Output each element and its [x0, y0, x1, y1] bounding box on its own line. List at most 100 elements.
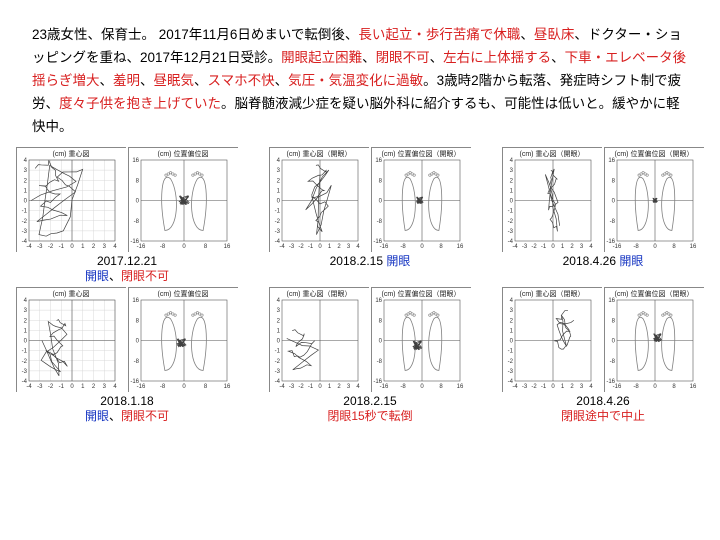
plot-title: (cm) 位置偏位図（閉眼） — [605, 289, 703, 299]
svg-text:-3: -3 — [275, 369, 281, 375]
svg-text:-3: -3 — [289, 244, 295, 250]
caption-run: 2018.2.15 — [330, 254, 387, 268]
chart-caption: 2017.12.21開眼、閉眼不可 — [85, 254, 169, 285]
chart-caption: 2018.2.15閉眼15秒で転倒 — [327, 394, 412, 425]
chart-pair: (cm) 重心図-4-4-3-3-2-2-1-10011223344(cm) 位… — [16, 147, 238, 252]
svg-text:-4: -4 — [279, 384, 285, 390]
chart-group: (cm) 重心図-4-4-3-3-2-2-1-10011223344(cm) 位… — [16, 287, 238, 425]
text-run: スマホ不快 — [208, 73, 275, 88]
caption-run: 2018.4.26 — [576, 394, 629, 408]
svg-text:-16: -16 — [380, 244, 389, 250]
feet-plot: (cm) 位置偏位図（開眼）-16-16-8-800881616 — [604, 147, 704, 252]
svg-text:-3: -3 — [37, 384, 43, 390]
caption-run: 、 — [109, 269, 121, 283]
plot-title: (cm) 重心図（開眼） — [270, 149, 368, 159]
svg-text:-4: -4 — [26, 384, 32, 390]
svg-text:16: 16 — [224, 244, 231, 250]
svg-text:-3: -3 — [275, 229, 281, 235]
svg-text:-3: -3 — [522, 244, 528, 250]
caption-run: 2017.12.21 — [97, 254, 157, 268]
cog-plot: (cm) 重心図-4-4-3-3-2-2-1-10011223344 — [16, 287, 126, 392]
text-run: 左右に上体揺する — [443, 50, 551, 65]
feet-plot: (cm) 位置偏位図（閉眼）-16-16-8-800881616 — [604, 287, 704, 392]
svg-text:-2: -2 — [508, 359, 514, 365]
svg-text:-1: -1 — [275, 349, 281, 355]
svg-text:-1: -1 — [308, 384, 314, 390]
chart-caption: 2018.4.26閉眼途中で中止 — [561, 394, 645, 425]
text-run: 、 — [362, 50, 376, 65]
caption-run: 開眼 — [85, 269, 109, 283]
svg-text:16: 16 — [224, 384, 231, 390]
svg-text:-8: -8 — [633, 244, 639, 250]
svg-text:-8: -8 — [610, 218, 616, 224]
caption-run: 閉眼15秒で転倒 — [327, 409, 412, 423]
text-run: 、 — [194, 73, 208, 88]
caption-run: 閉眼不可 — [121, 269, 169, 283]
chart-pair: (cm) 重心図（閉眼）-4-4-3-3-2-2-1-10011223344(c… — [269, 287, 471, 392]
chart-group: (cm) 重心図（閉眼）-4-4-3-3-2-2-1-10011223344(c… — [502, 287, 704, 425]
cog-plot: (cm) 重心図（閉眼）-4-4-3-3-2-2-1-10011223344 — [269, 287, 369, 392]
text-run: 長い起立・歩行苦痛で休職 — [358, 27, 520, 42]
svg-text:16: 16 — [690, 384, 697, 390]
svg-text:-4: -4 — [26, 244, 32, 250]
svg-text:-1: -1 — [541, 384, 547, 390]
charts-container: (cm) 重心図-4-4-3-3-2-2-1-10011223344(cm) 位… — [0, 147, 720, 425]
chart-pair: (cm) 重心図（開眼）-4-4-3-3-2-2-1-10011223344(c… — [502, 147, 704, 252]
svg-text:-1: -1 — [508, 208, 514, 214]
chart-row-1: (cm) 重心図-4-4-3-3-2-2-1-10011223344(cm) 位… — [16, 147, 704, 285]
chart-caption: 2018.2.15 開眼 — [330, 254, 411, 270]
text-run: 、 — [275, 73, 289, 88]
case-paragraph: 23歳女性、保育士。 2017年11月6日めまいで転倒後、長い起立・歩行苦痛で休… — [0, 0, 720, 147]
svg-text:-2: -2 — [298, 384, 304, 390]
svg-text:-16: -16 — [137, 244, 146, 250]
svg-text:-8: -8 — [160, 384, 166, 390]
chart-row-2: (cm) 重心図-4-4-3-3-2-2-1-10011223344(cm) 位… — [16, 287, 704, 425]
svg-text:-8: -8 — [400, 244, 406, 250]
text-run: 気圧・気温変化に過敏 — [288, 73, 423, 88]
svg-text:-4: -4 — [279, 244, 285, 250]
plot-title: (cm) 位置偏位図（開眼） — [372, 149, 470, 159]
svg-text:-2: -2 — [531, 384, 537, 390]
svg-text:-2: -2 — [22, 359, 28, 365]
svg-text:-4: -4 — [512, 384, 518, 390]
svg-text:-3: -3 — [508, 369, 514, 375]
svg-text:-16: -16 — [613, 384, 622, 390]
plot-title: (cm) 重心図 — [17, 289, 125, 299]
text-run: 昼臥床 — [534, 27, 575, 42]
caption-run: 閉眼不可 — [121, 409, 169, 423]
svg-text:-4: -4 — [512, 244, 518, 250]
cog-plot: (cm) 重心図（開眼）-4-4-3-3-2-2-1-10011223344 — [502, 147, 602, 252]
text-run: 羞明 — [113, 73, 140, 88]
text-run: 、 — [430, 50, 444, 65]
caption-run: 2018.1.18 — [100, 394, 153, 408]
svg-text:-3: -3 — [522, 384, 528, 390]
svg-text:-2: -2 — [531, 244, 537, 250]
svg-text:-3: -3 — [289, 384, 295, 390]
chart-pair: (cm) 重心図（閉眼）-4-4-3-3-2-2-1-10011223344(c… — [502, 287, 704, 392]
svg-text:-8: -8 — [633, 384, 639, 390]
text-run: 、 — [140, 73, 154, 88]
svg-text:16: 16 — [457, 384, 464, 390]
chart-group: (cm) 重心図-4-4-3-3-2-2-1-10011223344(cm) 位… — [16, 147, 238, 285]
chart-group: (cm) 重心図（開眼）-4-4-3-3-2-2-1-10011223344(c… — [269, 147, 471, 285]
svg-text:-2: -2 — [48, 244, 54, 250]
chart-caption: 2018.4.26 開眼 — [563, 254, 644, 270]
text-run: 閉眼不可 — [376, 50, 430, 65]
caption-run: 閉眼途中で中止 — [561, 409, 645, 423]
svg-text:-1: -1 — [275, 208, 281, 214]
svg-text:-3: -3 — [22, 369, 28, 375]
svg-text:-16: -16 — [613, 244, 622, 250]
caption-run: 2018.2.15 — [343, 394, 396, 408]
cog-plot: (cm) 重心図（閉眼）-4-4-3-3-2-2-1-10011223344 — [502, 287, 602, 392]
feet-plot: (cm) 位置偏位図-16-16-8-800881616 — [128, 287, 238, 392]
svg-text:-16: -16 — [380, 384, 389, 390]
text-run: 、 — [100, 73, 114, 88]
svg-text:-8: -8 — [377, 359, 383, 365]
plot-title: (cm) 位置偏位図（閉眼） — [372, 289, 470, 299]
svg-text:-1: -1 — [22, 349, 28, 355]
svg-text:-3: -3 — [37, 244, 43, 250]
chart-group: (cm) 重心図（閉眼）-4-4-3-3-2-2-1-10011223344(c… — [269, 287, 471, 425]
caption-run: 開眼 — [619, 254, 643, 268]
plot-title: (cm) 位置偏位図（開眼） — [605, 149, 703, 159]
plot-title: (cm) 位置偏位図 — [129, 149, 237, 159]
